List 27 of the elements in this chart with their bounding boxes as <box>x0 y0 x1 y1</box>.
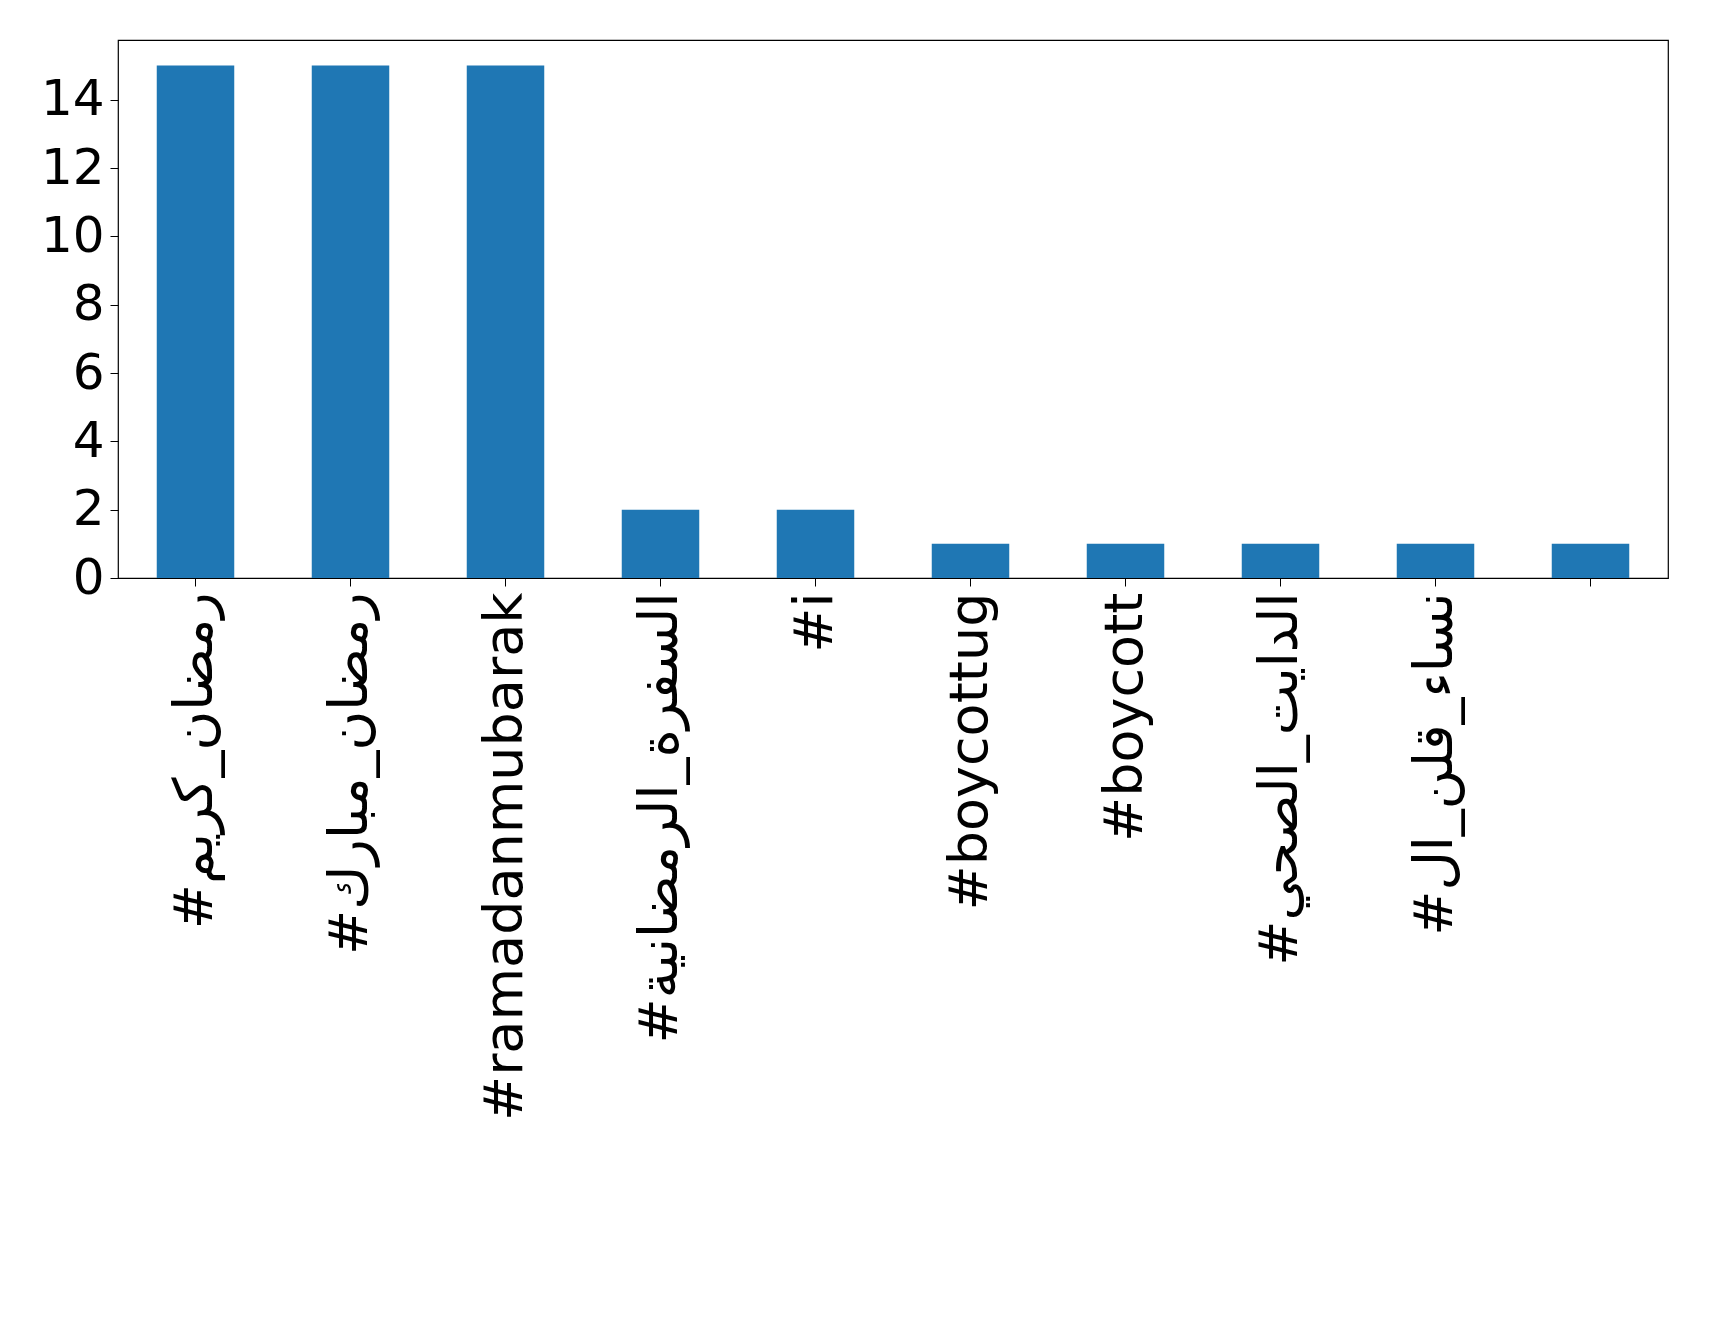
y-tick-label: 6 <box>72 342 105 401</box>
x-tick-label: #ramadanmubarak <box>471 591 535 1122</box>
x-tick-label: #i <box>781 592 845 653</box>
bar <box>931 543 1010 578</box>
y-tick-label: 4 <box>72 410 105 469</box>
y-tick-label: 10 <box>40 205 105 264</box>
x-tick-label: #رمضان_مبارك <box>316 592 380 955</box>
bar <box>1241 543 1320 578</box>
y-tick-label: 12 <box>40 137 105 196</box>
bar <box>311 65 390 578</box>
bar <box>1086 543 1165 578</box>
x-tick-label: #رمضان_كريم <box>161 592 225 930</box>
x-tick-label: #boycottug <box>936 592 1000 911</box>
x-tick-label: #السفرة_الرمضانية <box>626 592 690 1044</box>
bar <box>156 65 235 578</box>
x-tick-label: #نساء_قلن_ال <box>1401 592 1465 936</box>
bar <box>1551 543 1630 578</box>
bar <box>621 509 700 578</box>
bar <box>466 65 545 578</box>
y-tick-label: 2 <box>72 479 105 538</box>
y-tick-label: 14 <box>40 69 105 128</box>
y-tick-label: 8 <box>72 274 105 333</box>
x-tick-label: #الدايت_الصحي <box>1246 592 1310 966</box>
bar <box>1396 543 1475 578</box>
bar <box>776 509 855 578</box>
x-tick-label: #boycott <box>1091 592 1155 843</box>
y-tick-label: 0 <box>72 547 105 606</box>
